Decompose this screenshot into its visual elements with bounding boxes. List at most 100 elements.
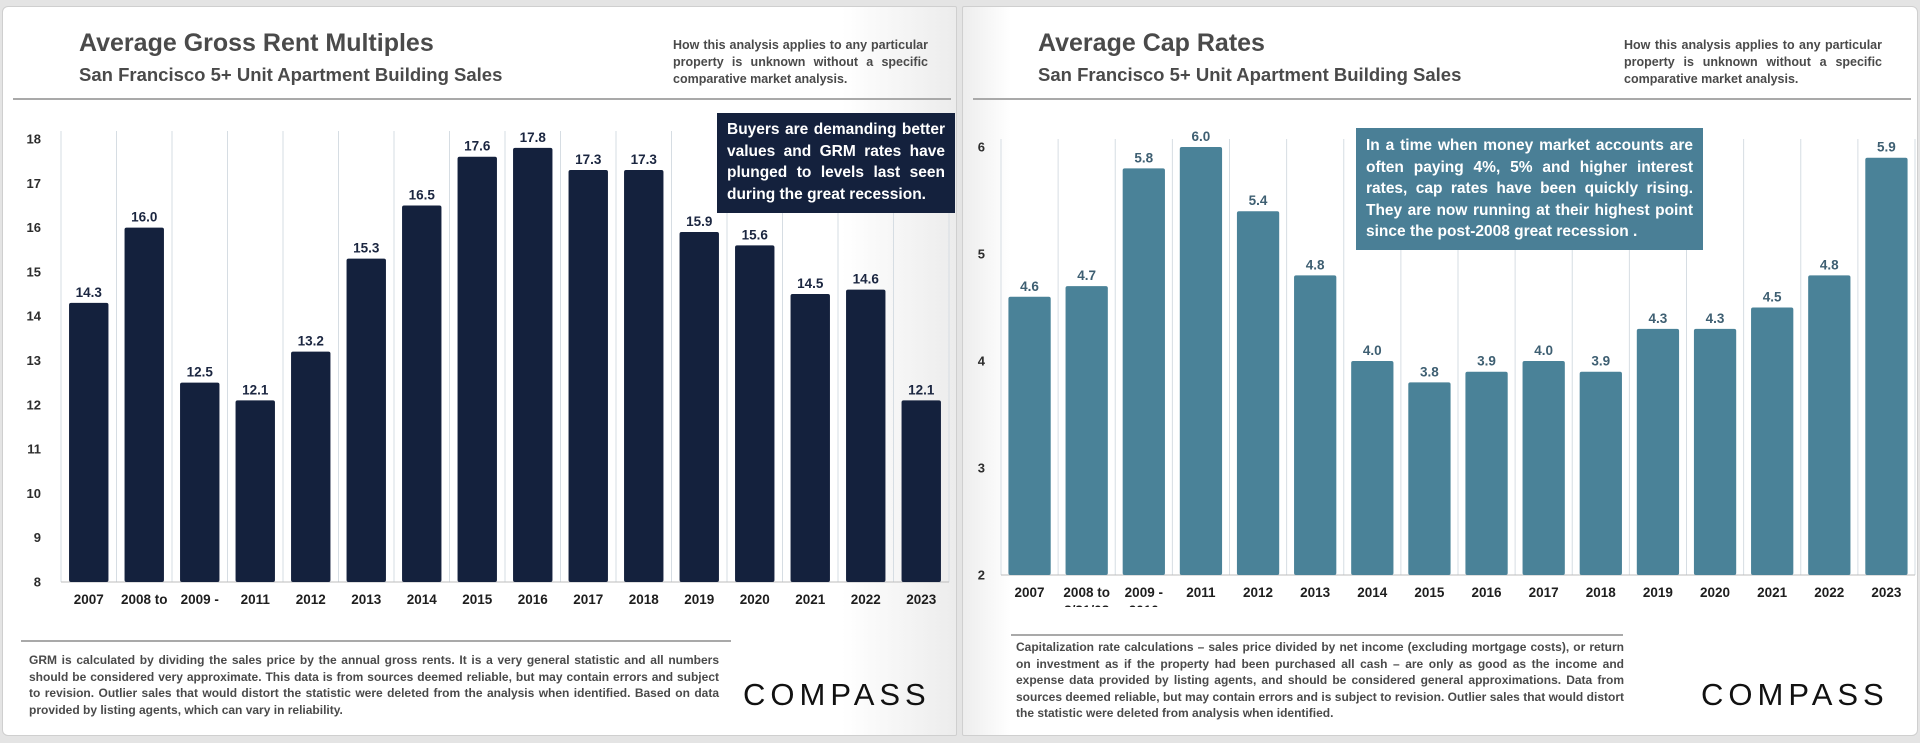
x-tick-label: 2009 -2010: [1125, 585, 1163, 607]
x-tick-label: 2014: [1357, 585, 1388, 600]
x-tick-label: 2017: [1529, 585, 1559, 600]
data-label: 5.9: [1877, 140, 1896, 155]
x-tick-label: 2012: [1243, 585, 1273, 600]
x-tick-label: 2015: [462, 592, 493, 607]
y-tick-label: 15: [27, 264, 41, 279]
bar: [402, 205, 442, 582]
data-label: 13.2: [298, 334, 324, 349]
data-label: 15.3: [353, 241, 380, 256]
data-label: 14.3: [76, 285, 103, 300]
grm-bar-chart: 8 9 10 11 12 13 14 15 16 17 18 14.3 16.0 12.5 12.1 13.2…: [27, 130, 950, 607]
bar: [1008, 296, 1051, 575]
y-tick-label: 14: [27, 309, 42, 324]
x-tick-label: 2023: [906, 592, 937, 607]
data-label: 5.4: [1249, 193, 1268, 208]
y-tick-label: 18: [27, 132, 41, 147]
bar: [1865, 157, 1908, 575]
data-label: 12.1: [242, 382, 269, 397]
data-label: 14.5: [797, 276, 824, 291]
cap-footnote: Capitalization rate calculations – sales…: [1016, 640, 1624, 720]
bar: [1636, 328, 1680, 575]
data-label: 15.9: [686, 214, 712, 229]
data-label: 17.8: [520, 130, 547, 145]
bar: [291, 351, 331, 582]
data-label: 3.9: [1591, 354, 1610, 369]
y-tick-label: 9: [34, 530, 41, 545]
cap-rate-panel: Average Cap Rates San Francisco 5+ Unit …: [962, 6, 1918, 736]
bar: [124, 227, 164, 582]
cap-disclaimer: How this analysis applies to any particu…: [1624, 38, 1882, 86]
y-tick-label: 6: [978, 140, 985, 155]
data-label: 17.6: [464, 139, 491, 154]
data-label: 3.9: [1477, 354, 1496, 369]
x-tick-label: 2013: [351, 592, 382, 607]
bar: [346, 258, 386, 582]
y-tick-label: 13: [27, 353, 41, 368]
data-label: 15.6: [742, 227, 769, 242]
x-tick-label: 2009 -2010: [181, 592, 219, 607]
data-label: 4.0: [1363, 343, 1382, 358]
cap-footer-rule: [1011, 634, 1623, 636]
bar: [1122, 168, 1165, 575]
data-label: 14.6: [853, 272, 880, 287]
grm-header-rule: [13, 98, 951, 100]
bar: [1065, 286, 1108, 575]
data-label: 4.3: [1706, 311, 1725, 326]
x-tick-label: 2007: [1015, 585, 1045, 600]
x-tick-label: 2016: [518, 592, 549, 607]
bar: [1236, 211, 1280, 575]
x-tick-label: 2020: [740, 592, 770, 607]
bar: [513, 147, 553, 583]
bar: [1693, 328, 1737, 575]
grm-subtitle: San Francisco 5+ Unit Apartment Building…: [79, 64, 503, 85]
data-label: 16.0: [131, 210, 157, 225]
bar: [901, 400, 941, 582]
data-label: 4.3: [1649, 311, 1668, 326]
bar: [790, 294, 830, 582]
bar: [1351, 361, 1394, 575]
x-tick-label: 2018: [629, 592, 660, 607]
cap-callout: In a time when money market accounts are…: [1356, 128, 1703, 250]
bar: [1579, 371, 1622, 575]
y-tick-label: 10: [27, 486, 41, 501]
y-tick-label: 8: [34, 575, 41, 590]
grm-disclaimer: How this analysis applies to any particu…: [673, 38, 928, 86]
bar: [457, 156, 497, 582]
bar: [69, 302, 109, 582]
x-tick-label: 2011: [1186, 585, 1216, 600]
compass-logo: COMPASS: [743, 677, 931, 712]
bar: [679, 232, 719, 582]
data-label: 4.8: [1306, 257, 1325, 272]
y-tick-label: 17: [27, 176, 41, 191]
bar: [735, 245, 775, 582]
y-tick-label: 11: [27, 442, 41, 457]
x-tick-label: 2017: [573, 592, 603, 607]
data-label: 6.0: [1192, 129, 1211, 144]
bar: [568, 170, 608, 582]
grm-title: Average Gross Rent Multiples: [79, 29, 434, 57]
bar: [235, 400, 275, 582]
data-label: 3.8: [1420, 364, 1439, 379]
bar: [624, 170, 664, 582]
x-tick-label: 2022: [1814, 585, 1844, 600]
x-tick-label: 2018: [1586, 585, 1617, 600]
x-tick-label: 2008 to8/31/08: [121, 592, 168, 607]
y-tick-label: 12: [27, 397, 41, 412]
x-tick-label: 2016: [1472, 585, 1503, 600]
x-tick-label: 2012: [296, 592, 326, 607]
bar: [1751, 307, 1794, 575]
cap-subtitle: San Francisco 5+ Unit Apartment Building…: [1038, 64, 1462, 85]
data-label: 12.5: [187, 365, 214, 380]
bar: [1408, 382, 1451, 575]
bar: [180, 382, 220, 582]
bar: [1179, 147, 1223, 575]
bar: [1465, 371, 1508, 575]
x-tick-label: 2007: [74, 592, 104, 607]
bar: [846, 289, 886, 582]
cap-title: Average Cap Rates: [1038, 29, 1265, 57]
data-label: 4.8: [1820, 257, 1839, 272]
x-tick-label: 2013: [1300, 585, 1331, 600]
grm-panel: Average Gross Rent Multiples San Francis…: [2, 6, 957, 736]
data-label: 17.3: [631, 152, 658, 167]
cap-rate-bar-chart: 2 3 4 5 6 4.6 4.7 5.8 6.0 5.4 4.8 4.0 3.8 3.9 4.0 3.9 4.…: [978, 129, 1916, 607]
